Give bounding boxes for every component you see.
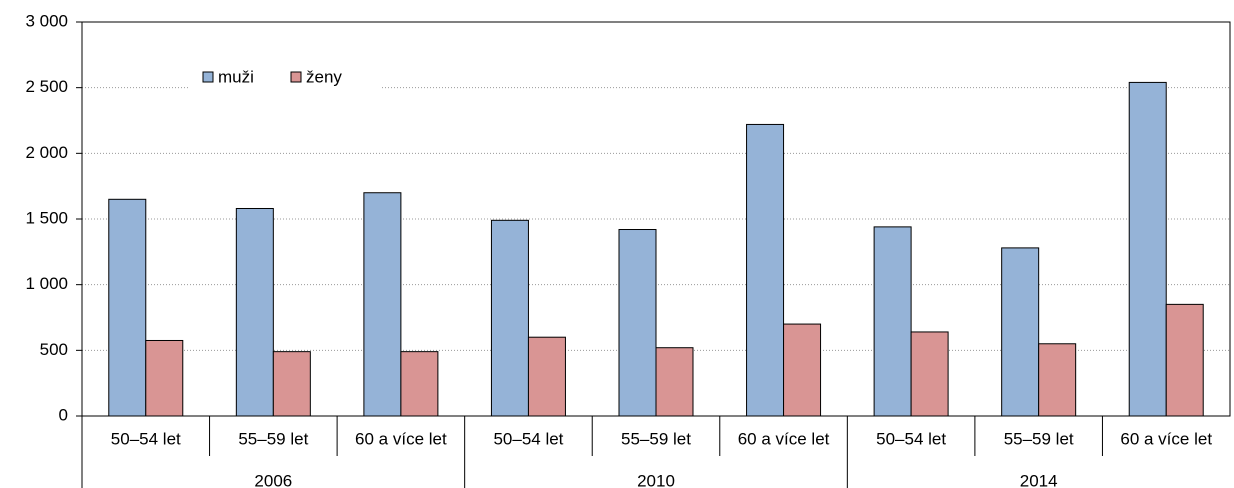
bar (783, 323, 822, 417)
x-tick-label: 60 a více let (1120, 429, 1212, 448)
x-tick-label: 50–54 let (876, 429, 946, 448)
bar (1038, 343, 1077, 417)
y-tick-label: 500 (40, 340, 68, 359)
bar (1165, 303, 1204, 417)
legend-label: muži (218, 67, 254, 86)
x-tick-label: 60 a více let (355, 429, 447, 448)
x-tick-label: 50–54 let (493, 429, 563, 448)
plot-frame (81, 21, 1231, 417)
bar (527, 336, 566, 417)
bar (1001, 247, 1040, 417)
x-tick-label: 55–59 let (621, 429, 691, 448)
group-label: 2010 (637, 471, 675, 488)
bar (746, 123, 785, 417)
bar (873, 226, 912, 417)
y-tick-label: 2 500 (25, 77, 68, 96)
legend-swatch (290, 71, 302, 83)
bar (400, 351, 439, 417)
bar (655, 347, 694, 417)
legend-swatch (202, 71, 214, 83)
y-tick-label: 0 (59, 405, 68, 424)
bar (363, 192, 402, 417)
bar (145, 339, 184, 417)
y-tick-label: 2 000 (25, 143, 68, 162)
bar (235, 207, 274, 417)
x-tick-label: 60 a více let (738, 429, 830, 448)
bar (910, 331, 949, 417)
x-tick-label: 55–59 let (238, 429, 308, 448)
bar (272, 351, 311, 417)
bar (1128, 81, 1167, 417)
y-tick-label: 1 500 (25, 208, 68, 227)
x-tick-label: 55–59 let (1004, 429, 1074, 448)
group-label: 2006 (254, 471, 292, 488)
bar (108, 198, 147, 417)
bar (618, 229, 657, 417)
legend-label: ženy (306, 67, 342, 86)
legend-box (190, 64, 380, 92)
y-tick-label: 3 000 (25, 11, 68, 30)
bar (490, 219, 529, 417)
group-label: 2014 (1020, 471, 1058, 488)
x-tick-label: 50–54 let (111, 429, 181, 448)
y-tick-label: 1 000 (25, 274, 68, 293)
